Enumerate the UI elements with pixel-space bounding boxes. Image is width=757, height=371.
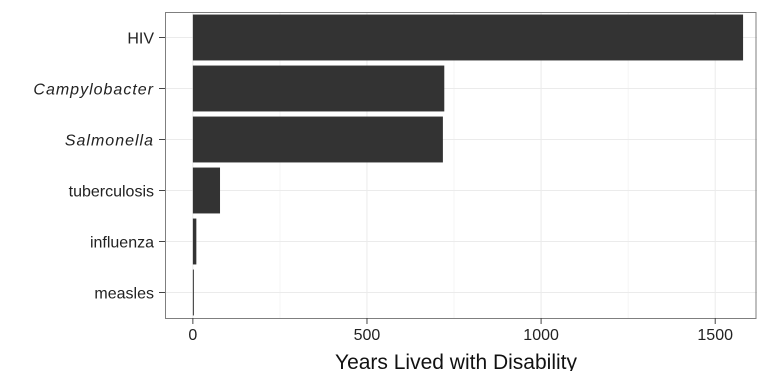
y-tick-label: measles <box>94 286 154 303</box>
bar-campylobacter <box>192 65 445 112</box>
x-tick-label: 1000 <box>523 327 559 344</box>
x-tick-label: 500 <box>354 327 381 344</box>
bar-tuberculosis <box>192 167 221 214</box>
x-tick-label: 1500 <box>697 327 733 344</box>
x-axis-title: Years Lived with Disability <box>335 351 578 371</box>
x-tick-label: 0 <box>188 327 197 344</box>
y-tick-label: Salmonella <box>65 133 154 150</box>
plot-panel-border <box>165 12 757 319</box>
y-tick-label: tuberculosis <box>69 184 154 201</box>
bar-hiv <box>192 14 744 61</box>
x-axis: 0 500 1000 1500 <box>188 318 733 344</box>
grid-lines <box>165 12 757 318</box>
y-tick-label: influenza <box>90 235 154 252</box>
bar-salmonella <box>192 116 443 163</box>
y-tick-label: HIV <box>127 31 154 48</box>
bar-measles <box>192 269 194 316</box>
bar-influenza <box>192 218 197 265</box>
y-axis: HIV Campylobacter Salmonella tuberculosis in… <box>33 31 165 303</box>
y-tick-label: Campylobacter <box>33 82 154 99</box>
bars <box>192 14 744 316</box>
